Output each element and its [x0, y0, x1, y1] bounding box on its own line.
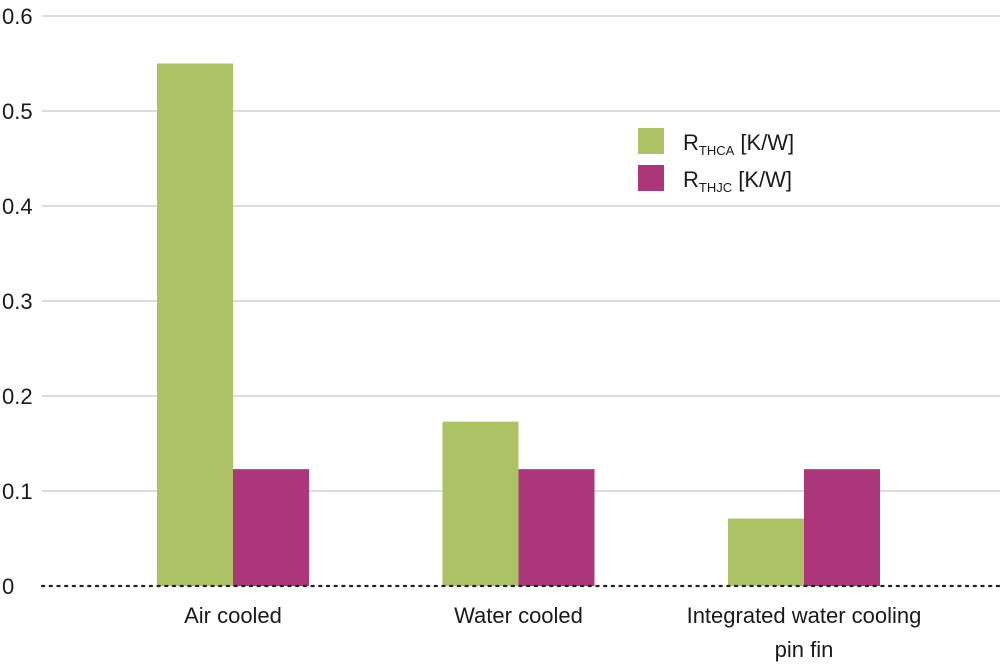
legend-swatch: [638, 128, 664, 154]
bar-thca-2: [728, 518, 804, 586]
y-tick-label: 0: [2, 574, 14, 599]
bar-thca-0: [157, 63, 233, 586]
y-tick-label: 0.6: [2, 4, 33, 29]
y-tick-label: 0.1: [2, 479, 33, 504]
y-tick-label: 0.3: [2, 289, 33, 314]
bar-thjc-2: [804, 469, 880, 586]
y-tick-label: 0.2: [2, 384, 33, 409]
y-axis-tick-labels: 0 0.1 0.2 0.3 0.4 0.5 0.6: [2, 4, 33, 599]
legend-label: RTHCA [K/W]: [683, 130, 794, 158]
legend: RTHCA [K/W] RTHJC [K/W]: [638, 128, 794, 195]
x-category-label: Water cooled: [454, 603, 583, 628]
x-category-label: pin fin: [775, 637, 834, 662]
bars: [157, 63, 880, 586]
bar-thca-1: [442, 421, 519, 586]
y-tick-label: 0.5: [2, 99, 33, 124]
x-category-label: Air cooled: [184, 603, 282, 628]
x-axis-category-labels: Air cooled Water cooled Integrated water c…: [184, 603, 921, 662]
x-category-label: Integrated water cooling: [687, 603, 922, 628]
bar-thjc-1: [518, 469, 595, 586]
bar-thjc-0: [233, 469, 309, 586]
y-tick-label: 0.4: [2, 194, 33, 219]
legend-swatch: [638, 165, 664, 191]
legend-label: RTHJC [K/W]: [683, 167, 792, 195]
